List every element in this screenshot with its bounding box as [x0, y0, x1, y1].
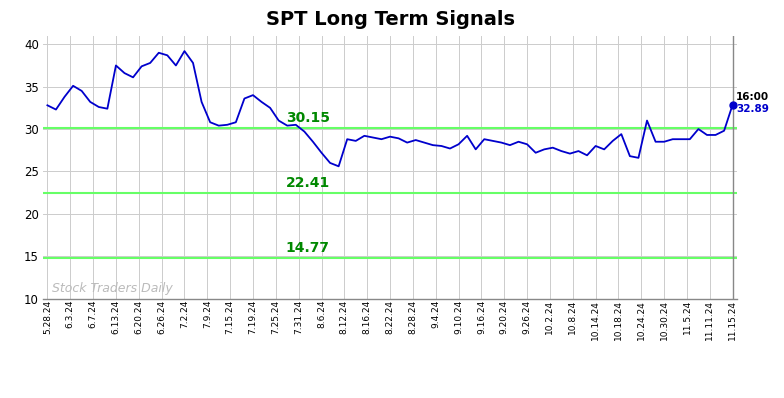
- Text: 14.77: 14.77: [286, 241, 330, 255]
- Title: SPT Long Term Signals: SPT Long Term Signals: [266, 10, 514, 29]
- Text: 30.15: 30.15: [286, 111, 330, 125]
- Text: 16:00: 16:00: [736, 92, 769, 102]
- Text: 22.41: 22.41: [285, 176, 330, 190]
- Text: 32.89: 32.89: [736, 104, 769, 114]
- Text: Stock Traders Daily: Stock Traders Daily: [52, 282, 172, 295]
